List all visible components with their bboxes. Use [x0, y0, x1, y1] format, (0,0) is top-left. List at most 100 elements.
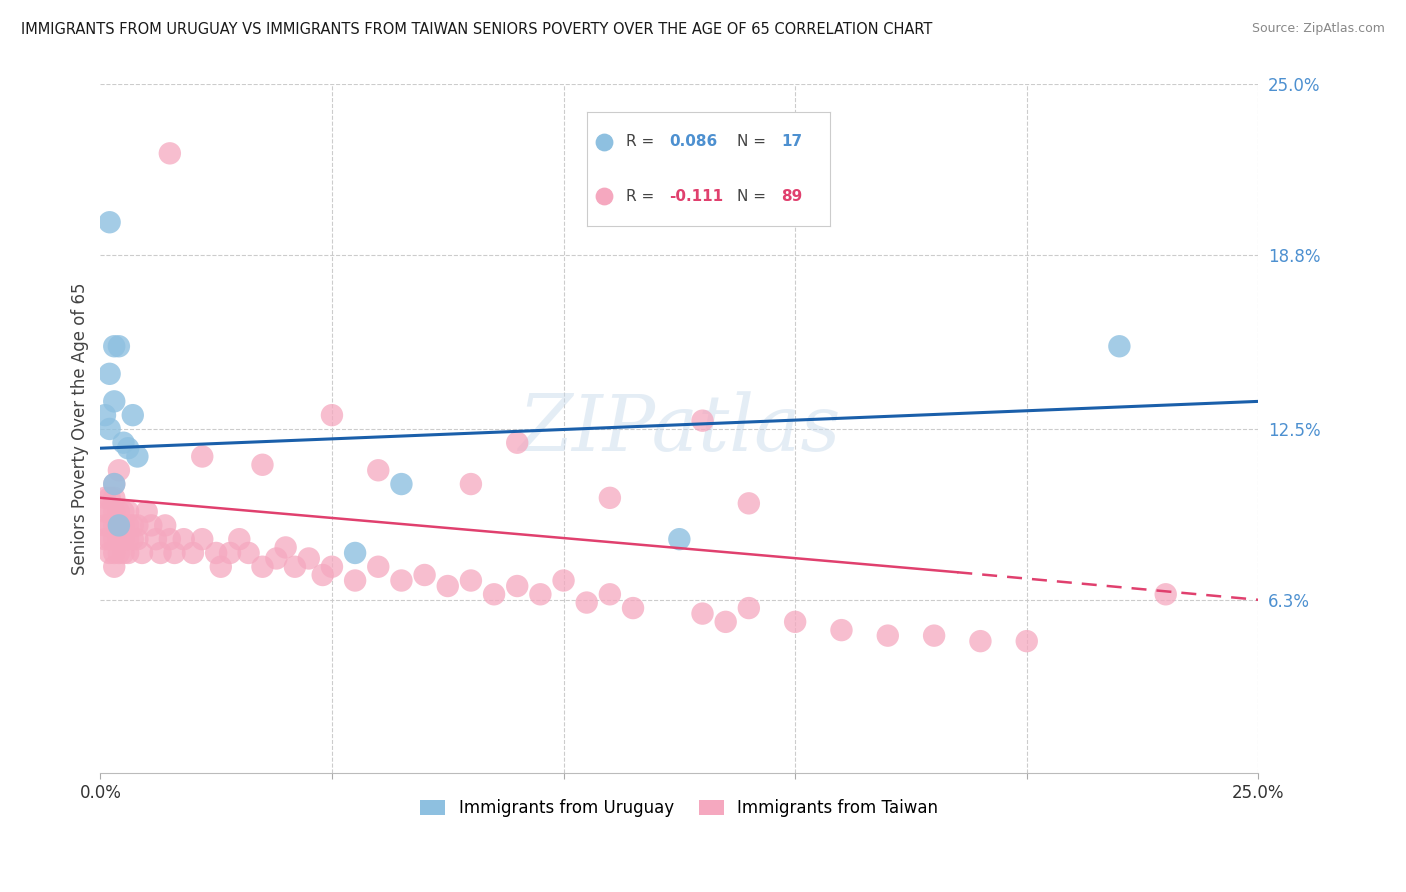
Point: [1108, 339, 1130, 353]
Point: [252, 559, 274, 574]
Point: [121, 408, 143, 422]
Point: [714, 615, 737, 629]
Point: [121, 532, 143, 546]
Point: [103, 546, 125, 560]
Point: [141, 518, 163, 533]
Point: [506, 579, 529, 593]
Point: [112, 435, 135, 450]
Point: [163, 546, 186, 560]
Text: ZIPatlas: ZIPatlas: [519, 391, 841, 467]
Point: [159, 146, 181, 161]
Text: IMMIGRANTS FROM URUGUAY VS IMMIGRANTS FROM TAIWAN SENIORS POVERTY OVER THE AGE O: IMMIGRANTS FROM URUGUAY VS IMMIGRANTS FR…: [21, 22, 932, 37]
Point: [506, 435, 529, 450]
Point: [108, 518, 131, 533]
Point: [191, 532, 214, 546]
Point: [94, 518, 117, 533]
Point: [205, 546, 228, 560]
Point: [391, 574, 413, 588]
Point: [131, 546, 153, 560]
Point: [103, 505, 125, 519]
Point: [621, 601, 644, 615]
Point: [108, 546, 131, 560]
Point: [117, 441, 139, 455]
Point: [112, 505, 135, 519]
Point: [108, 518, 131, 533]
Point: [145, 532, 167, 546]
Point: [1015, 634, 1038, 648]
Point: [599, 491, 621, 505]
Point: [103, 559, 125, 574]
Point: [344, 546, 367, 560]
Point: [668, 532, 690, 546]
Point: [209, 559, 232, 574]
Point: [1154, 587, 1177, 601]
Point: [575, 596, 598, 610]
Point: [553, 574, 575, 588]
Point: [94, 408, 117, 422]
Y-axis label: Seniors Poverty Over the Age of 65: Seniors Poverty Over the Age of 65: [72, 283, 89, 575]
Text: Source: ZipAtlas.com: Source: ZipAtlas.com: [1251, 22, 1385, 36]
Point: [238, 546, 260, 560]
Point: [94, 505, 117, 519]
Point: [108, 339, 131, 353]
Point: [135, 505, 157, 519]
Point: [367, 559, 389, 574]
Point: [321, 408, 343, 422]
Point: [108, 505, 131, 519]
Point: [738, 601, 761, 615]
Point: [284, 559, 307, 574]
Point: [98, 518, 121, 533]
Point: [312, 568, 335, 582]
Point: [529, 587, 551, 601]
Point: [228, 532, 250, 546]
Point: [117, 505, 139, 519]
Point: [413, 568, 436, 582]
Point: [738, 496, 761, 510]
Point: [108, 532, 131, 546]
Point: [391, 477, 413, 491]
Point: [127, 450, 149, 464]
Point: [191, 450, 214, 464]
Point: [112, 518, 135, 533]
Point: [103, 491, 125, 505]
Point: [98, 532, 121, 546]
Point: [785, 615, 807, 629]
Point: [159, 532, 181, 546]
Point: [692, 414, 714, 428]
Point: [367, 463, 389, 477]
Point: [219, 546, 242, 560]
Point: [692, 607, 714, 621]
Point: [103, 394, 125, 409]
Point: [94, 532, 117, 546]
Point: [922, 629, 945, 643]
Point: [103, 518, 125, 533]
Point: [98, 215, 121, 229]
Point: [98, 367, 121, 381]
Point: [436, 579, 458, 593]
Point: [876, 629, 898, 643]
Point: [127, 532, 149, 546]
Point: [298, 551, 321, 566]
Point: [103, 477, 125, 491]
Point: [98, 505, 121, 519]
Point: [117, 518, 139, 533]
Point: [321, 559, 343, 574]
Point: [599, 587, 621, 601]
Point: [274, 541, 297, 555]
Point: [121, 518, 143, 533]
Point: [482, 587, 505, 601]
Point: [98, 422, 121, 436]
Point: [149, 546, 172, 560]
Point: [94, 491, 117, 505]
Point: [98, 546, 121, 560]
Point: [460, 574, 482, 588]
Point: [173, 532, 195, 546]
Point: [103, 339, 125, 353]
Point: [830, 623, 852, 637]
Point: [108, 463, 131, 477]
Point: [344, 574, 367, 588]
Point: [117, 532, 139, 546]
Point: [103, 532, 125, 546]
Point: [969, 634, 991, 648]
Point: [112, 532, 135, 546]
